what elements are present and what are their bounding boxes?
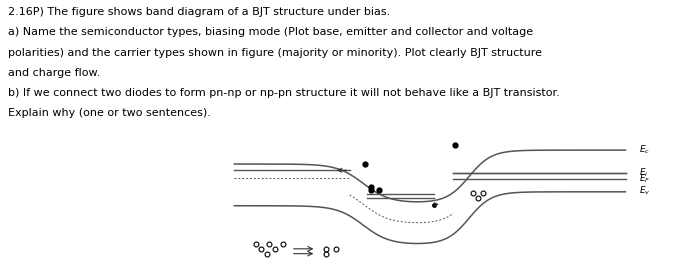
Text: and charge flow.: and charge flow. (8, 68, 100, 78)
Text: $E_v$: $E_v$ (640, 185, 651, 197)
Text: 2.16P) The figure shows band diagram of a BJT structure under bias.: 2.16P) The figure shows band diagram of … (8, 7, 390, 17)
Text: $E_c$: $E_c$ (640, 143, 651, 156)
Text: $E_i$: $E_i$ (640, 167, 649, 179)
Text: b) If we connect two diodes to form pn-np or np-pn structure it will not behave : b) If we connect two diodes to form pn-n… (8, 88, 560, 98)
Text: $E_F$: $E_F$ (640, 172, 651, 185)
Text: polarities) and the carrier types shown in figure (majority or minority). Plot c: polarities) and the carrier types shown … (8, 48, 542, 58)
Text: Explain why (one or two sentences).: Explain why (one or two sentences). (8, 108, 211, 118)
Text: a) Name the semiconductor types, biasing mode (Plot base, emitter and collector : a) Name the semiconductor types, biasing… (8, 27, 533, 37)
